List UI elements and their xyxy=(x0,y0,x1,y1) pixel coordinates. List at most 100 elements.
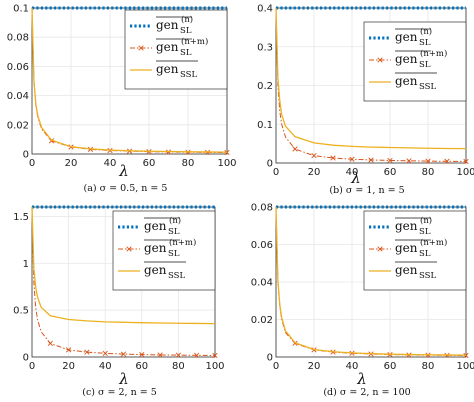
legend-superscript: (n) xyxy=(420,26,432,37)
x-tick-label: 80 xyxy=(422,361,435,372)
series-line-gen-ssl xyxy=(275,7,467,150)
legend-label: gen xyxy=(144,263,167,277)
y-tick-label: 0.3 xyxy=(257,42,273,53)
x-tick-label: 60 xyxy=(384,361,397,372)
data-point-marker xyxy=(194,352,200,358)
legend-superscript: (n+m) xyxy=(420,237,447,248)
legend-label: gen xyxy=(156,40,179,54)
x-tick-label: 20 xyxy=(62,361,75,372)
y-tick-label: 0 xyxy=(23,353,29,364)
legend-superscript: (n) xyxy=(420,215,432,226)
y-tick-label: 0 xyxy=(267,353,273,364)
legend-subscript: SL xyxy=(419,60,431,70)
data-point-marker xyxy=(387,157,393,164)
legend: gen SL(n)gen SL(n+m)gen SSL xyxy=(112,210,216,291)
data-point-marker xyxy=(406,158,412,164)
y-tick-label: 0.2 xyxy=(257,81,273,92)
x-tick-label: 40 xyxy=(104,158,117,169)
legend-subscript: SL xyxy=(419,38,431,48)
x-tick-label: 0 xyxy=(273,167,279,178)
data-point-marker xyxy=(444,158,450,164)
data-point-marker xyxy=(463,352,469,359)
data-point-marker xyxy=(120,351,127,357)
data-point-marker xyxy=(224,149,230,156)
legend-label: gen xyxy=(395,52,418,66)
legend-subscript: SSL xyxy=(168,271,185,281)
x-tick-label: 80 xyxy=(422,167,435,178)
data-point-marker xyxy=(65,347,72,353)
y-tick-label: 1 xyxy=(23,259,29,270)
y-tick-label: 0 xyxy=(267,159,273,170)
x-axis-label: λ xyxy=(356,370,367,388)
y-tick-label: 0.08 xyxy=(7,33,29,44)
x-tick-label: 0 xyxy=(273,361,279,372)
legend-label: gen xyxy=(395,219,418,233)
legend-marker xyxy=(377,246,383,252)
y-tick-label: 0.1 xyxy=(13,4,29,15)
legend-subscript: SL xyxy=(168,227,180,237)
subplot-caption: (b) σ = 1, n = 5 xyxy=(329,185,404,196)
data-point-marker xyxy=(368,157,374,163)
data-point-marker xyxy=(84,349,90,355)
y-tick-label: 0.08 xyxy=(251,203,273,214)
legend-subscript: SL xyxy=(419,227,431,237)
subplot-b: 0 20 40 60 80 100 0 0.1 0.2 0.3 0.4 λ(b) σ = 1, n =… xyxy=(257,4,474,197)
legend-label: gen xyxy=(144,219,167,233)
data-point-marker xyxy=(292,146,298,152)
legend-label: gen xyxy=(395,30,418,44)
y-tick-label: 0.02 xyxy=(7,120,29,131)
legend-superscript: (n+m) xyxy=(169,237,196,248)
series-line-gen-ssl xyxy=(275,206,467,356)
legend-subscript: SSL xyxy=(419,82,436,92)
legend-label: gen xyxy=(395,241,418,255)
x-axis-label: λ xyxy=(350,169,361,187)
legend-label: gen xyxy=(395,263,418,277)
x-tick-label: 100 xyxy=(205,361,224,372)
legend-label: gen xyxy=(144,241,167,255)
y-tick-label: 0.04 xyxy=(251,278,273,289)
legend-subscript: SSL xyxy=(419,271,436,281)
series-line-gen-ssl xyxy=(31,206,216,325)
legend-superscript: (n) xyxy=(169,215,181,226)
y-tick-label: 0.06 xyxy=(7,62,29,73)
x-tick-label: 20 xyxy=(308,361,321,372)
series-line-gen-sl-n-plus-m xyxy=(275,7,467,162)
x-tick-label: 100 xyxy=(456,167,474,178)
x-tick-label: 20 xyxy=(65,158,78,169)
legend-superscript: (n+m) xyxy=(181,36,208,47)
data-point-marker xyxy=(139,351,145,358)
data-point-marker xyxy=(175,352,182,358)
legend-marker xyxy=(377,57,383,63)
x-tick-label: 60 xyxy=(135,361,148,372)
legend-subscript: SSL xyxy=(180,70,197,80)
data-point-marker xyxy=(48,138,55,144)
subplot-c: 0 20 40 60 80 100 0 0.5 1 1.5 λ(c) σ = 2, n = 5 gen… xyxy=(13,205,225,398)
legend-box xyxy=(124,9,228,90)
legend-label: gen xyxy=(156,18,179,32)
y-tick-label: 0.5 xyxy=(13,306,29,317)
y-tick-label: 0.04 xyxy=(7,91,29,102)
y-tick-label: 0.1 xyxy=(257,120,273,131)
data-point-marker xyxy=(330,155,336,161)
legend: gen SL(n)gen SL(n+m)gen SSL xyxy=(363,21,467,102)
data-point-marker xyxy=(349,156,355,162)
x-tick-label: 20 xyxy=(308,167,321,178)
x-tick-label: 40 xyxy=(346,361,359,372)
data-point-marker xyxy=(311,153,317,159)
x-tick-label: 0 xyxy=(29,361,35,372)
y-tick-label: 1.5 xyxy=(13,212,29,223)
legend-marker xyxy=(126,246,132,252)
data-point-marker xyxy=(47,340,53,347)
x-tick-label: 40 xyxy=(346,167,359,178)
x-tick-label: 100 xyxy=(217,158,236,169)
legend-subscript: SL xyxy=(168,249,180,259)
data-point-marker xyxy=(425,158,431,164)
subplot-d: 0 20 40 60 80 100 0 0.02 0.04 0.06 0.08 λ(d) σ = 2,… xyxy=(251,203,474,399)
x-tick-label: 80 xyxy=(172,361,185,372)
series-line-gen-sl-n-plus-m xyxy=(31,206,216,356)
subplot-caption: (d) σ = 2, n = 100 xyxy=(323,387,410,398)
legend: gen SL(n)gen SL(n+m)gen SSL xyxy=(124,9,228,90)
legend-subscript: SL xyxy=(180,48,192,58)
subplot-a: 0 20 40 60 80 100 0 0.02 0.04 0.06 0.08 0.1 λ (a) σ =… xyxy=(7,4,237,195)
